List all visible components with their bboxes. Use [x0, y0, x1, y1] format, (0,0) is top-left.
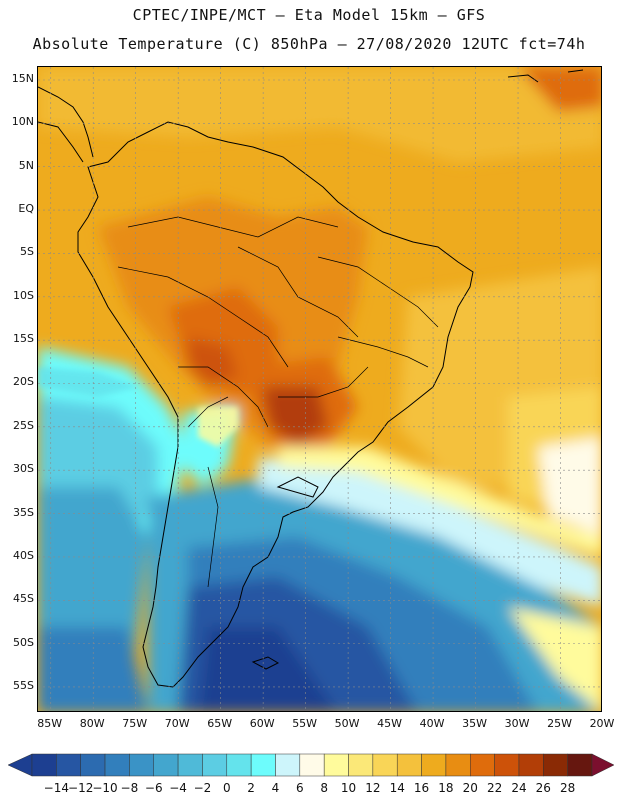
lat-tick-label: 35S	[13, 505, 34, 519]
colorbar-min-arrow	[7, 753, 33, 777]
colorbar-swatch	[177, 753, 203, 777]
colorbar-swatch	[445, 753, 471, 777]
colorbar-swatch	[31, 753, 57, 777]
chart-title: CPTEC/INPE/MCT – Eta Model 15km – GFS	[132, 6, 486, 24]
chart-subtitle: Absolute Temperature (C) 850hPa – 27/08/…	[32, 35, 586, 53]
lat-tick-label: EQ	[18, 202, 34, 216]
colorbar-tick-label: −6	[144, 781, 163, 795]
colorbar-swatch	[226, 753, 252, 777]
colorbar-tick-label: 0	[222, 781, 231, 795]
colorbar-swatch	[299, 753, 325, 777]
colorbar-tick-label: 16	[413, 781, 430, 795]
lat-tick-label: 25S	[13, 418, 34, 432]
lon-tick-label: 55W	[292, 717, 318, 730]
lat-tick-label: 20S	[13, 375, 34, 389]
colorbar-swatch	[396, 753, 422, 777]
colorbar-swatch	[153, 753, 179, 777]
colorbar-tick-label: 8	[320, 781, 328, 795]
lon-tick-label: 40W	[419, 717, 445, 730]
colorbar-swatch	[421, 753, 447, 777]
colorbar-tick-label: 18	[438, 781, 454, 795]
colorbar-swatch	[80, 753, 106, 777]
color-scale-bar	[7, 753, 615, 777]
colorbar-tick-label: 14	[389, 781, 405, 795]
lat-tick-label: 15N	[11, 72, 34, 85]
colorbar-swatch	[494, 753, 520, 777]
colorbar-swatch	[567, 753, 593, 777]
colorbar-tick-label: 24	[511, 781, 527, 795]
colorbar-swatch	[202, 753, 228, 777]
lon-tick-label: 50W	[334, 717, 360, 730]
lat-tick-label: 5S	[20, 245, 34, 259]
colorbar-swatch	[323, 753, 349, 777]
colorbar-tick-label: 26	[535, 781, 551, 795]
lon-tick-label: 65W	[207, 717, 233, 730]
colorbar-tick-label: 2	[247, 781, 255, 795]
colorbar-swatch	[372, 753, 398, 777]
lat-tick-label: 10S	[13, 288, 34, 302]
colorbar-tick-label: −14	[43, 781, 70, 795]
colorbar-tick-label: −2	[193, 781, 212, 795]
lat-tick-label: 10N	[11, 115, 34, 129]
lat-lon-grid	[38, 67, 601, 711]
map-canvas	[38, 67, 601, 711]
lon-tick-label: 70W	[164, 717, 190, 730]
lon-tick-label: 80W	[79, 717, 105, 730]
colorbar-swatch	[56, 753, 81, 777]
colorbar-tick-label: 4	[271, 781, 280, 795]
colorbar-swatch	[275, 753, 301, 777]
colorbar-swatch	[104, 753, 130, 777]
lat-tick-label: 40S	[13, 548, 34, 562]
lon-tick-label: 25W	[547, 717, 572, 730]
lon-tick-label: 45W	[377, 717, 403, 730]
lon-tick-label: 20W	[589, 717, 615, 730]
lat-tick-label: 50S	[13, 635, 34, 649]
lat-tick-label: 45S	[13, 592, 34, 606]
colorbar-tick-label: −10	[92, 781, 118, 795]
lon-tick-label: 30W	[504, 717, 530, 730]
colorbar-swatch	[470, 753, 495, 777]
lat-tick-label: 15S	[13, 332, 34, 346]
colorbar-swatch	[129, 753, 154, 777]
temperature-field	[38, 67, 601, 711]
colorbar-tick-label: 22	[486, 781, 503, 795]
colorbar-tick-label: −8	[120, 781, 139, 795]
colorbar-tick-label: 10	[340, 781, 357, 795]
lon-tick-label: 85W	[37, 717, 63, 730]
colorbar-swatch	[348, 753, 374, 777]
lat-tick-label: 5N	[18, 158, 34, 172]
colorbar-swatch	[543, 753, 568, 777]
lon-tick-label: 75W	[122, 717, 148, 730]
colorbar-max-arrow	[591, 753, 615, 777]
colorbar-tick-label: −12	[68, 781, 94, 795]
colorbar-tick-label: 6	[295, 781, 304, 795]
lon-tick-label: 60W	[249, 717, 275, 730]
temperature-map[interactable]	[37, 66, 602, 712]
colorbar-tick-label: 12	[365, 781, 381, 795]
colorbar-tick-label: −4	[169, 781, 187, 795]
colorbar-tick-label: 28	[560, 781, 576, 795]
colorbar-swatch	[518, 753, 544, 777]
lat-tick-label: 30S	[13, 462, 34, 476]
lat-tick-label: 55S	[13, 678, 34, 692]
lon-tick-label: 35W	[462, 717, 487, 730]
colorbar-swatch	[250, 753, 276, 777]
colorbar-tick-label: 20	[462, 781, 478, 795]
